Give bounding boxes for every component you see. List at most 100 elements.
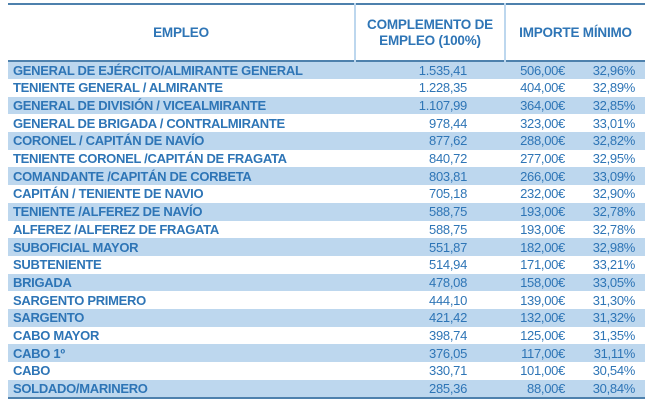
porcentaje-cell: 32,89% bbox=[592, 80, 636, 96]
complemento-cell: 444,10 bbox=[429, 292, 467, 308]
empleo-cell: CABO bbox=[13, 363, 51, 379]
table-row: GENERAL DE DIVISIÓN / VICEALMIRANTE 1.10… bbox=[8, 96, 646, 115]
table-row: SUBTENIENTE 514,94 171,00€ 33,21% bbox=[8, 255, 646, 274]
table-row: CAPITÁN / TENIENTE DE NAVIO 705,18 232,0… bbox=[8, 185, 646, 203]
complemento-cell: 398,74 bbox=[429, 327, 467, 343]
porcentaje-cell: 30,54% bbox=[592, 363, 636, 379]
table-row: GENERAL DE BRIGADA / CONTRALMIRANTE 978,… bbox=[8, 114, 646, 133]
complemento-cell: 877,62 bbox=[429, 133, 467, 149]
empleo-cell: SARGENTO PRIMERO bbox=[13, 292, 146, 308]
empleo-cell: SARGENTO bbox=[13, 310, 85, 326]
porcentaje-cell: 32,82% bbox=[592, 133, 636, 149]
empleo-cell: ALFEREZ /ALFEREZ DE FRAGATA bbox=[13, 221, 219, 237]
importe-cell: 266,00€ bbox=[520, 168, 565, 184]
importe-cell: 171,00€ bbox=[520, 257, 565, 273]
complemento-cell: 330,71 bbox=[429, 363, 467, 379]
complemento-cell: 376,05 bbox=[429, 345, 467, 361]
table-row: SUBOFICIAL MAYOR 551,87 182,00€ 32,98% bbox=[8, 238, 646, 256]
table-row: TENIENTE CORONEL /CAPITÁN DE FRAGATA 840… bbox=[8, 149, 646, 168]
porcentaje-cell: 31,11% bbox=[593, 345, 636, 361]
complemento-cell: 514,94 bbox=[429, 257, 467, 273]
porcentaje-cell: 31,35% bbox=[592, 327, 636, 343]
header-row: EMPLEO COMPLEMENTO DE EMPLEO (100%) IMPO… bbox=[8, 4, 646, 61]
pay-table: EMPLEO COMPLEMENTO DE EMPLEO (100%) IMPO… bbox=[8, 3, 646, 399]
porcentaje-cell: 32,90% bbox=[592, 186, 636, 202]
complemento-cell: 1.228,35 bbox=[418, 80, 468, 96]
complemento-cell: 803,81 bbox=[429, 168, 467, 184]
importe-cell: 125,00€ bbox=[520, 327, 565, 343]
complemento-cell: 840,72 bbox=[429, 151, 467, 167]
complemento-cell: 1.535,41 bbox=[418, 63, 468, 78]
table-row: CORONEL / CAPITÁN DE NAVÍO 877,62 288,00… bbox=[8, 132, 646, 150]
empleo-cell: CABO 1º bbox=[13, 345, 65, 361]
empleo-cell: CORONEL / CAPITÁN DE NAVÍO bbox=[13, 133, 205, 149]
importe-cell: 288,00€ bbox=[520, 133, 565, 149]
table-row: TENIENTE /ALFEREZ DE NAVÍO 588,75 193,00… bbox=[8, 202, 646, 221]
porcentaje-cell: 33,01% bbox=[592, 115, 636, 131]
empleo-cell: TENIENTE /ALFEREZ DE NAVÍO bbox=[13, 204, 203, 220]
complemento-cell: 285,36 bbox=[429, 380, 467, 396]
empleo-cell: GENERAL DE EJÉRCITO/ALMIRANTE GENERAL bbox=[13, 63, 303, 78]
porcentaje-cell: 32,85% bbox=[592, 98, 636, 114]
table-header: EMPLEO COMPLEMENTO DE EMPLEO (100%) IMPO… bbox=[8, 4, 646, 61]
complemento-cell: 551,87 bbox=[429, 239, 467, 255]
importe-cell: 323,00€ bbox=[520, 115, 565, 131]
table-row: TENIENTE GENERAL / ALMIRANTE 1.228,35 40… bbox=[8, 79, 646, 97]
empleo-cell: CABO MAYOR bbox=[13, 327, 100, 343]
empleo-cell: TENIENTE GENERAL / ALMIRANTE bbox=[13, 80, 223, 96]
empleo-cell: COMANDANTE /CAPITÁN DE CORBETA bbox=[13, 168, 252, 184]
complemento-cell: 478,08 bbox=[429, 274, 467, 290]
table-row: CABO 1º 376,05 117,00€ 31,11% bbox=[8, 344, 646, 362]
importe-cell: 232,00€ bbox=[520, 186, 565, 202]
porcentaje-cell: 33,21% bbox=[592, 257, 636, 273]
table-row: COMANDANTE /CAPITÁN DE CORBETA 803,81 26… bbox=[8, 167, 646, 186]
empleo-cell: GENERAL DE BRIGADA / CONTRALMIRANTE bbox=[13, 115, 285, 131]
porcentaje-cell: 33,09% bbox=[592, 168, 636, 184]
porcentaje-cell: 32,78% bbox=[592, 204, 636, 220]
porcentaje-cell: 32,96% bbox=[592, 63, 636, 78]
importe-cell: 193,00€ bbox=[520, 221, 565, 237]
importe-cell: 132,00€ bbox=[520, 310, 565, 326]
table-body: GENERAL DE EJÉRCITO/ALMIRANTE GENERAL 1.… bbox=[8, 61, 646, 398]
complemento-cell: 588,75 bbox=[429, 221, 467, 237]
importe-cell: 277,00€ bbox=[520, 151, 565, 167]
table-row: ALFEREZ /ALFEREZ DE FRAGATA 588,75 193,0… bbox=[8, 220, 646, 239]
empleo-cell: GENERAL DE DIVISIÓN / VICEALMIRANTE bbox=[13, 98, 266, 114]
importe-cell: 101,00€ bbox=[520, 363, 565, 379]
porcentaje-cell: 32,78% bbox=[592, 221, 636, 237]
importe-cell: 88,00€ bbox=[527, 380, 565, 396]
empleo-cell: BRIGADA bbox=[13, 274, 72, 290]
column-header-empleo: EMPLEO bbox=[8, 4, 355, 61]
pay-table-container: EMPLEO COMPLEMENTO DE EMPLEO (100%) IMPO… bbox=[8, 3, 646, 399]
table-row: SARGENTO PRIMERO 444,10 139,00€ 31,30% bbox=[8, 291, 646, 309]
column-header-complemento: COMPLEMENTO DE EMPLEO (100%) bbox=[354, 4, 506, 61]
porcentaje-cell: 31,32% bbox=[592, 310, 636, 326]
complemento-cell: 705,18 bbox=[429, 186, 467, 202]
empleo-cell: SUBOFICIAL MAYOR bbox=[13, 239, 139, 255]
porcentaje-cell: 32,95% bbox=[592, 151, 636, 167]
table-row: CABO MAYOR 398,74 125,00€ 31,35% bbox=[8, 326, 646, 345]
table-row: GENERAL DE EJÉRCITO/ALMIRANTE GENERAL 1.… bbox=[8, 61, 646, 79]
table-row: SOLDADO/MARINERO 285,36 88,00€ 30,84% bbox=[8, 379, 646, 398]
porcentaje-cell: 33,05% bbox=[592, 274, 636, 290]
table-row: CABO 330,71 101,00€ 30,54% bbox=[8, 362, 646, 380]
table-row: SARGENTO 421,42 132,00€ 31,32% bbox=[8, 308, 646, 327]
porcentaje-cell: 32,98% bbox=[592, 239, 636, 255]
porcentaje-cell: 30,84% bbox=[592, 380, 636, 396]
importe-cell: 506,00€ bbox=[520, 63, 565, 78]
porcentaje-cell: 31,30% bbox=[592, 292, 636, 308]
column-header-importe-minimo: IMPORTE MÍNIMO bbox=[505, 4, 646, 61]
importe-cell: 139,00€ bbox=[520, 292, 565, 308]
table-row: BRIGADA 478,08 158,00€ 33,05% bbox=[8, 273, 646, 292]
complemento-cell: 588,75 bbox=[429, 204, 467, 220]
importe-cell: 404,00€ bbox=[520, 80, 565, 96]
complemento-cell: 421,42 bbox=[429, 310, 467, 326]
importe-cell: 158,00€ bbox=[520, 274, 565, 290]
importe-cell: 117,00€ bbox=[521, 345, 565, 361]
importe-cell: 364,00€ bbox=[520, 98, 565, 114]
importe-cell: 182,00€ bbox=[520, 239, 565, 255]
complemento-cell: 1.107,99 bbox=[418, 98, 468, 114]
complemento-cell: 978,44 bbox=[429, 115, 467, 131]
empleo-cell: SUBTENIENTE bbox=[13, 257, 102, 273]
empleo-cell: TENIENTE CORONEL /CAPITÁN DE FRAGATA bbox=[13, 151, 287, 167]
